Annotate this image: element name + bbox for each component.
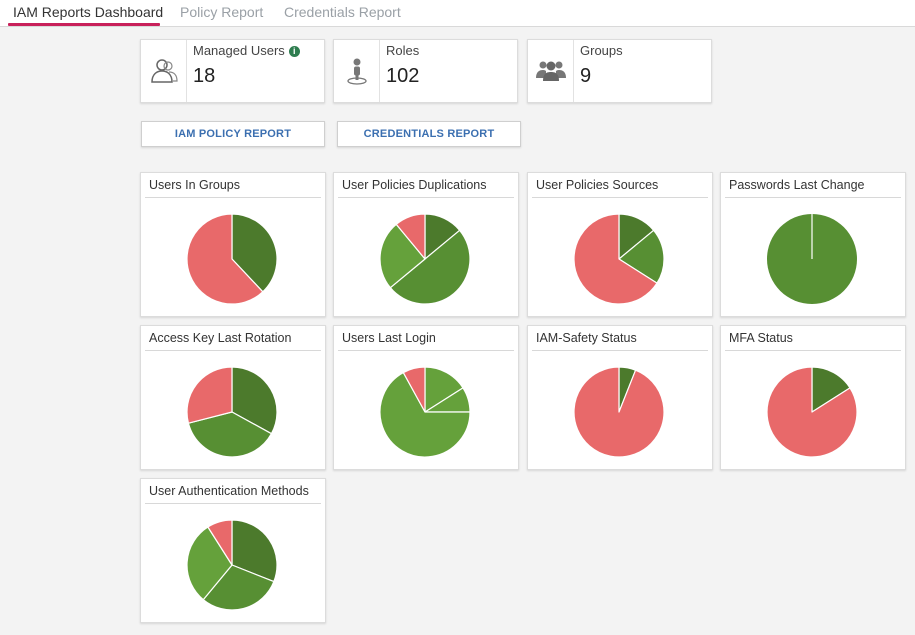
divider [338, 197, 514, 198]
chart-card-access-key-last-rotation: Access Key Last Rotation [140, 325, 326, 470]
pie-slice-2[interactable] [573, 213, 658, 305]
pie-slice-2[interactable] [379, 223, 426, 289]
pie-slice-1[interactable] [187, 411, 273, 458]
chart-title: Access Key Last Rotation [149, 331, 292, 345]
pie-chart [379, 213, 471, 305]
chart-title: MFA Status [729, 331, 793, 345]
chart-title: User Policies Duplications [342, 178, 487, 192]
pie-chart [573, 213, 665, 305]
divider [145, 350, 321, 351]
divider [338, 350, 514, 351]
chart-title: User Authentication Methods [149, 484, 309, 498]
pie-slice-3[interactable] [395, 213, 426, 260]
tab-credentials-report[interactable]: Credentials Report [284, 4, 401, 20]
managed-users-value: 18 [193, 65, 216, 87]
pie-slice-2[interactable] [379, 371, 471, 458]
credentials-report-button[interactable]: CREDENTIALS REPORT [337, 121, 521, 147]
chart-title: Users In Groups [149, 178, 241, 192]
roles-label: Roles [386, 43, 420, 58]
pie-chart [186, 519, 278, 611]
chart-title: User Policies Sources [536, 178, 659, 192]
pie-slice-1[interactable] [389, 229, 471, 305]
pie-chart [379, 366, 471, 458]
pie-slice-1[interactable] [766, 366, 858, 458]
chart-card-mfa-status: MFA Status [720, 325, 906, 470]
chart-card-users-in-groups: Users In Groups [140, 172, 326, 317]
pie-chart [573, 366, 665, 458]
divider [532, 197, 708, 198]
roles-card: Roles 102 [333, 39, 518, 103]
pie-chart [186, 366, 278, 458]
pie-slice-3[interactable] [402, 366, 426, 413]
divider [725, 197, 901, 198]
tab-iam-reports-dashboard[interactable]: IAM Reports Dashboard [13, 4, 164, 20]
chart-title: Passwords Last Change [729, 178, 865, 192]
iam-policy-report-button[interactable]: IAM POLICY REPORT [141, 121, 325, 147]
pie-slice-1[interactable] [573, 366, 665, 458]
divider [145, 197, 321, 198]
info-icon[interactable]: i [288, 46, 300, 57]
pie-slice-2[interactable] [186, 366, 233, 424]
managed-users-card: Managed Users i 18 [140, 39, 325, 103]
tab-policy-report[interactable]: Policy Report [180, 4, 264, 20]
pie-slice-3[interactable] [207, 519, 233, 566]
chart-card-passwords-last-change: Passwords Last Change [720, 172, 906, 317]
divider [145, 503, 321, 504]
chart-title: IAM-Safety Status [536, 331, 637, 345]
roles-value: 102 [386, 65, 420, 87]
pie-slice-1[interactable] [202, 564, 275, 611]
pie-slice-1[interactable] [186, 213, 264, 305]
chart-card-user-policies-duplications: User Policies Duplications [333, 172, 519, 317]
managed-users-label-text: Managed Users [193, 43, 285, 58]
chart-card-iam-safety-status: IAM-Safety Status [527, 325, 713, 470]
chart-card-user-authentication-methods: User Authentication Methods [140, 478, 326, 623]
pie-slice-0[interactable] [231, 366, 278, 435]
top-tab-bar: IAM Reports Dashboard Policy Report Cred… [0, 0, 915, 27]
chart-card-users-last-login: Users Last Login [333, 325, 519, 470]
role-person-icon [334, 40, 380, 102]
pie-chart [766, 366, 858, 458]
pie-slice-0[interactable] [424, 366, 464, 413]
divider [725, 350, 901, 351]
divider [532, 350, 708, 351]
pie-slice-0[interactable] [811, 366, 851, 413]
managed-users-label: Managed Users i [193, 43, 300, 58]
groups-value: 9 [580, 65, 592, 87]
chart-card-user-policies-sources: User Policies Sources [527, 172, 713, 317]
pie-chart [767, 214, 857, 304]
users-outline-icon [141, 40, 187, 102]
active-tab-indicator [8, 23, 160, 26]
pie-slice-0[interactable] [231, 213, 278, 293]
pie-slice-1[interactable] [618, 229, 665, 284]
pie-chart [186, 213, 278, 305]
group-icon [528, 40, 574, 102]
pie-slice-2[interactable] [186, 526, 233, 601]
groups-label: Groups [580, 43, 623, 58]
groups-card: Groups 9 [527, 39, 712, 103]
pie-slice-0[interactable] [231, 519, 278, 583]
chart-title: Users Last Login [342, 331, 436, 345]
